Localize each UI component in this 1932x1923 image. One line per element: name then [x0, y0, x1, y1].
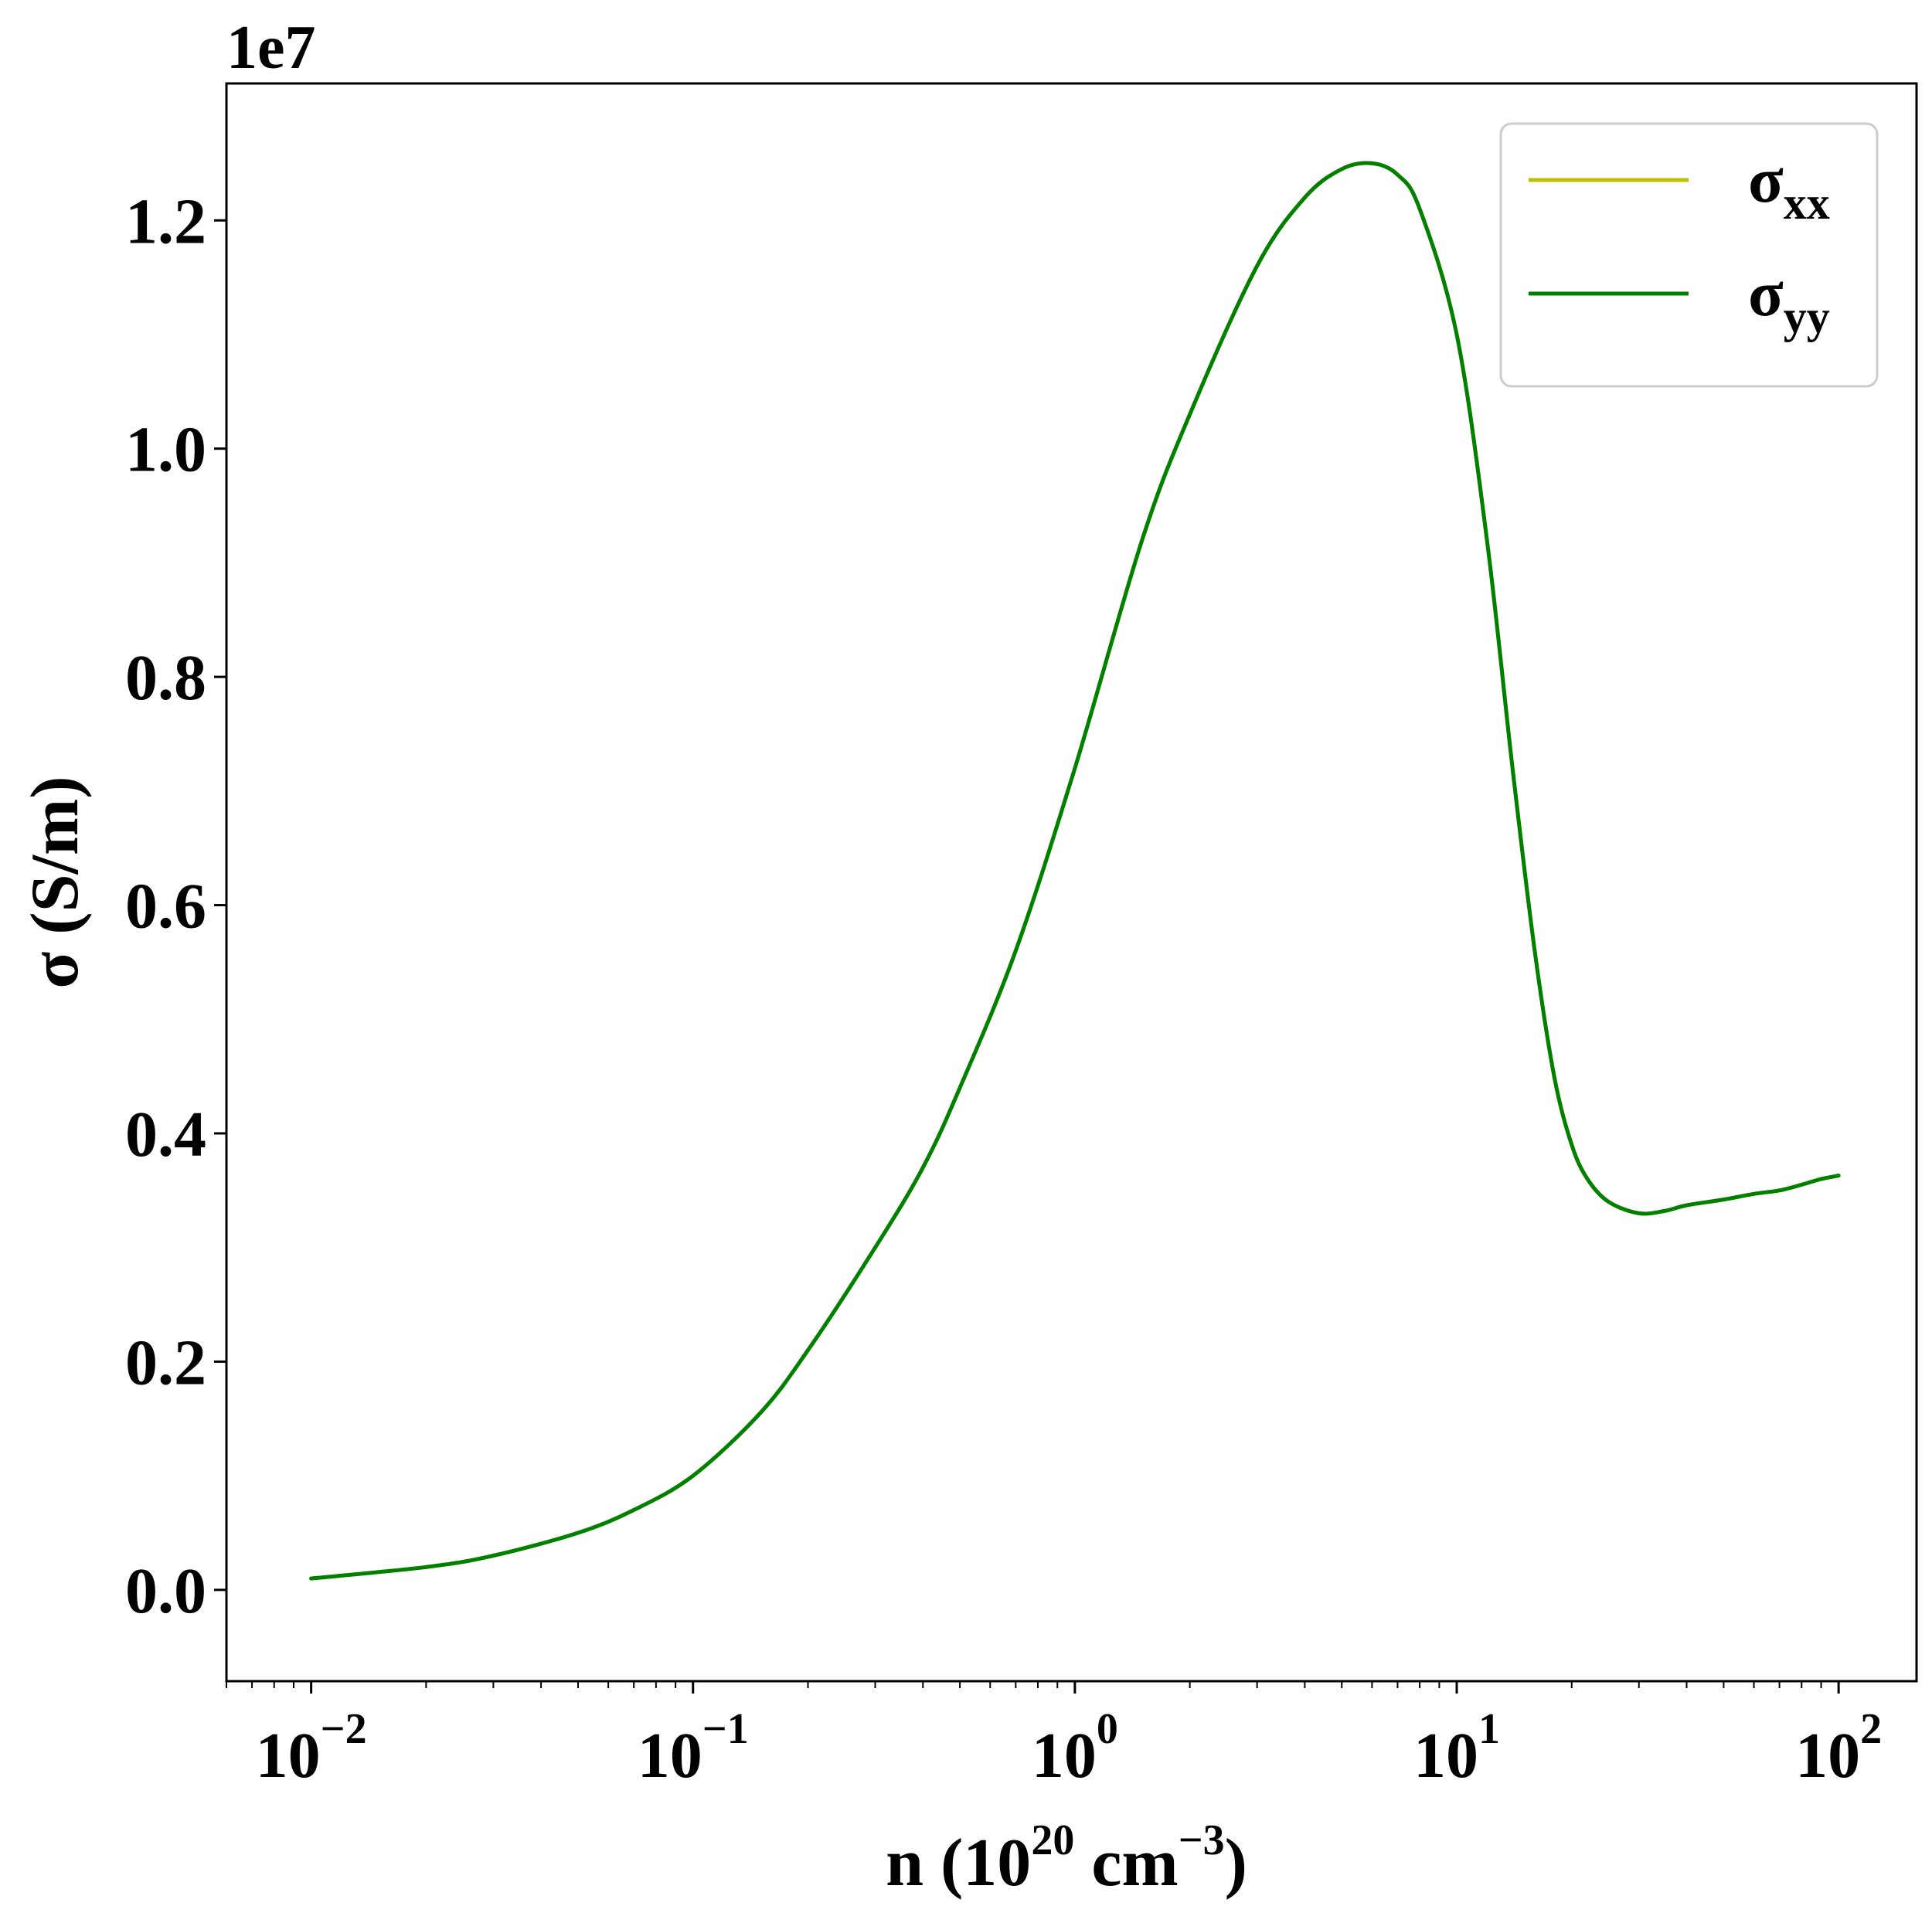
- x-tick-base: 10: [1032, 1720, 1097, 1792]
- series-line-yy: [309, 161, 1841, 1581]
- x-tick-label: 10−1: [638, 1705, 749, 1792]
- y-tick-label: 1.0: [125, 414, 206, 486]
- x-tick-label: 101: [1413, 1705, 1500, 1792]
- plot-area-frame: [225, 82, 1918, 1683]
- x-axis-label-end: ): [1225, 1826, 1247, 1901]
- x-tick-exponent: −2: [321, 1705, 367, 1753]
- series-layer: [309, 161, 1841, 1581]
- x-tick-exponent: 1: [1478, 1705, 1500, 1753]
- legend-label-subscript: xx: [1784, 178, 1830, 229]
- x-tick-base: 10: [256, 1720, 321, 1792]
- x-axis-label-base: n (10: [886, 1826, 1031, 1901]
- x-tick-exponent: 0: [1097, 1705, 1118, 1753]
- legend-box: [1499, 122, 1879, 388]
- x-tick-exponent: −1: [702, 1705, 749, 1753]
- y-tick-label: 0.6: [125, 871, 206, 943]
- x-tick-base: 10: [638, 1720, 702, 1792]
- legend-label-base: σ: [1748, 144, 1784, 216]
- y-tick-label: 0.2: [125, 1327, 206, 1398]
- legend-label-base: σ: [1748, 258, 1784, 330]
- y-tick-label: 1.2: [125, 185, 206, 257]
- y-tick-label: 0.4: [125, 1099, 206, 1170]
- y-axis-ticks: 0.0 0.2 0.4 0.6 0.8 1.0 1.2: [125, 185, 226, 1627]
- x-axis-label: n (1020 cm−3): [886, 1816, 1247, 1901]
- x-tick-base: 10: [1413, 1720, 1478, 1792]
- y-offset-label: 1e7: [226, 14, 316, 82]
- x-tick-base: 10: [1795, 1720, 1860, 1792]
- x-tick-exponent: 2: [1860, 1705, 1882, 1753]
- x-axis-label-sup1: 20: [1031, 1816, 1074, 1864]
- x-axis-label-sup2: −3: [1179, 1816, 1225, 1864]
- legend-label-yy: σyy: [1748, 258, 1830, 342]
- x-tick-label: 102: [1795, 1705, 1882, 1792]
- y-tick-label: 0.8: [125, 642, 206, 714]
- legend-label-xx: σxx: [1748, 144, 1830, 229]
- y-tick-label: 0.0: [125, 1555, 206, 1627]
- x-axis-ticks: 10−2 10−1 100 101 102: [226, 1681, 1882, 1792]
- x-axis-label-mid: cm: [1074, 1826, 1178, 1901]
- x-tick-label: 100: [1032, 1705, 1118, 1792]
- x-tick-label: 10−2: [256, 1705, 367, 1792]
- y-axis-label: σ (S/m): [18, 776, 93, 988]
- legend-label-subscript: yy: [1784, 291, 1830, 342]
